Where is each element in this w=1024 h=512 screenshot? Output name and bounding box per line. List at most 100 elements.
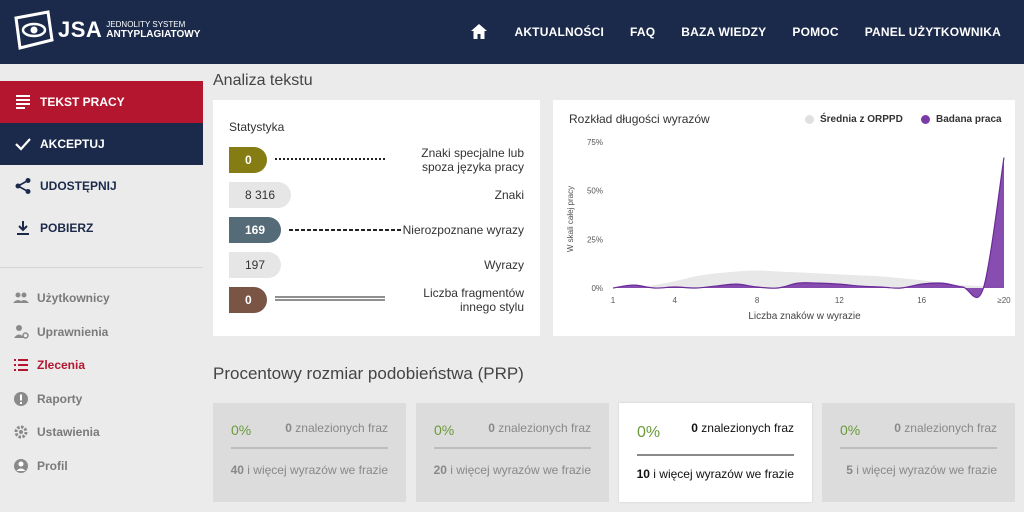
stat-words-value: 197 bbox=[229, 252, 281, 278]
nav-help[interactable]: POMOC bbox=[792, 25, 839, 39]
sidebar-item-settings[interactable]: Ustawienia bbox=[0, 415, 203, 449]
prp-card-40-found-count: 0 bbox=[285, 421, 292, 435]
nav-user-panel[interactable]: PANEL UŻYTKOWNIKA bbox=[864, 25, 1001, 39]
users-icon bbox=[13, 292, 29, 303]
prp-card-5-words: 5 i więcej wyrazów we frazie bbox=[846, 463, 997, 477]
prp-card-40-words-text: i więcej wyrazów we frazie bbox=[247, 463, 388, 477]
legend-work-swatch bbox=[921, 115, 930, 124]
legend-work[interactable]: Badana praca bbox=[921, 114, 1002, 125]
stat-unrecognized-label: Nierozpoznane wyrazy bbox=[402, 223, 524, 237]
prp-card-5-found-text: znalezionych fraz bbox=[904, 421, 997, 435]
sidebar-item-profile[interactable]: Profil bbox=[0, 449, 203, 483]
prp-card-40-divider bbox=[231, 447, 388, 449]
list-icon bbox=[14, 359, 28, 371]
prp-card-20-words-text: i więcej wyrazów we frazie bbox=[450, 463, 591, 477]
stat-chars-label: Znaki bbox=[494, 188, 524, 202]
share-button[interactable]: UDOSTĘPNIJ bbox=[0, 165, 203, 207]
download-label: POBIERZ bbox=[40, 221, 94, 235]
stat-unrecognized-value: 169 bbox=[229, 217, 281, 243]
stat-unrecognized-leader bbox=[289, 229, 403, 231]
download-icon bbox=[17, 221, 29, 235]
sidebar-item-profile-label: Profil bbox=[37, 459, 68, 473]
stat-special-chars-label-line2: spoza języka pracy bbox=[421, 160, 524, 174]
stat-chars-value: 8 316 bbox=[229, 182, 291, 208]
legend-orppd[interactable]: Średnia z ORPPD bbox=[805, 114, 903, 125]
sidebar-item-reports[interactable]: Raporty bbox=[0, 382, 203, 416]
nav-faq[interactable]: FAQ bbox=[629, 25, 656, 39]
y-tick-label: 50% bbox=[587, 187, 603, 196]
prp-card-20[interactable]: 0% 0 znalezionych fraz 20 i więcej wyraz… bbox=[416, 403, 609, 502]
logo-subtitle-1: JEDNOLITY SYSTEM bbox=[106, 20, 186, 29]
word-length-chart-card: Rozkład długości wyrazów Średnia z ORPPD… bbox=[553, 100, 1015, 336]
sidebar-item-settings-label: Ustawienia bbox=[37, 425, 100, 439]
stat-special-chars-label-line1: Znaki specjalne lub bbox=[421, 146, 524, 160]
prp-card-40-found-text: znalezionych fraz bbox=[295, 421, 388, 435]
nav-news[interactable]: AKTUALNOŚCI bbox=[514, 25, 604, 39]
statistics-title: Statystyka bbox=[229, 120, 285, 134]
logo-text: JSA bbox=[58, 17, 103, 42]
sidebar-item-permissions[interactable]: Uprawnienia bbox=[0, 315, 203, 349]
share-icon bbox=[15, 178, 31, 194]
sidebar-item-orders[interactable]: Zlecenia bbox=[0, 348, 203, 382]
prp-card-10-words-text: i więcej wyrazów we frazie bbox=[653, 467, 794, 481]
prp-card-40-words-count: 40 bbox=[230, 463, 244, 477]
prp-card-10-found: 0 znalezionych fraz bbox=[691, 421, 794, 435]
sidebar-item-users[interactable]: Użytkownicy bbox=[0, 281, 203, 315]
jsa-logo[interactable]: JSA JEDNOLITY SYSTEM ANTYPLAGIATOWY bbox=[12, 10, 200, 50]
sidebar-item-permissions-label: Uprawnienia bbox=[37, 325, 109, 339]
stat-words-label: Wyrazy bbox=[484, 258, 524, 272]
prp-card-5-pct: 0% bbox=[840, 422, 861, 438]
prp-card-10-pct: 0% bbox=[637, 424, 661, 441]
logo-eye-icon bbox=[14, 10, 54, 50]
prp-card-20-words: 20 i więcej wyrazów we frazie bbox=[434, 463, 591, 477]
x-tick-label: 16 bbox=[917, 296, 926, 305]
y-tick-label: 75% bbox=[587, 138, 603, 147]
prp-card-10-words-count: 10 bbox=[636, 467, 650, 481]
stat-other-style-label: Liczba fragmentów innego stylu bbox=[423, 286, 524, 314]
nav-knowledge-base[interactable]: BAZA WIEDZY bbox=[681, 25, 767, 39]
y-tick-label: 0% bbox=[591, 284, 603, 293]
prp-card-20-pct: 0% bbox=[434, 422, 455, 438]
stat-special-chars-label: Znaki specjalne lub spoza języka pracy bbox=[421, 146, 524, 174]
prp-card-20-divider bbox=[434, 447, 591, 449]
share-label: UDOSTĘPNIJ bbox=[40, 179, 117, 193]
x-tick-label: 1 bbox=[611, 296, 616, 305]
main-nav: AKTUALNOŚCI FAQ BAZA WIEDZY POMOC PANEL … bbox=[470, 0, 1024, 64]
prp-card-5-divider bbox=[840, 447, 997, 449]
x-tick-label: ≥20 bbox=[997, 296, 1011, 305]
prp-card-40-found: 0 znalezionych fraz bbox=[285, 421, 388, 435]
text-lines-icon bbox=[16, 95, 30, 109]
prp-title: Procentowy rozmiar podobieństwa (PRP) bbox=[213, 364, 524, 383]
legend-orppd-label: Średnia z ORPPD bbox=[820, 114, 903, 125]
prp-card-20-found-count: 0 bbox=[488, 421, 495, 435]
stat-other-style-value: 0 bbox=[229, 287, 267, 313]
accept-button[interactable]: AKCEPTUJ bbox=[0, 123, 203, 165]
gear-icon bbox=[14, 425, 28, 439]
home-icon[interactable] bbox=[470, 23, 488, 41]
stat-special-chars-value: 0 bbox=[229, 147, 267, 173]
prp-card-20-found: 0 znalezionych fraz bbox=[488, 421, 591, 435]
accept-label: AKCEPTUJ bbox=[40, 137, 105, 151]
download-button[interactable]: POBIERZ bbox=[0, 207, 203, 249]
x-axis-label: Liczba znaków w wyrazie bbox=[748, 311, 861, 322]
prp-card-20-words-count: 20 bbox=[433, 463, 447, 477]
analysis-title: Analiza tekstu bbox=[213, 72, 313, 89]
top-navigation-bar: JSA JEDNOLITY SYSTEM ANTYPLAGIATOWY AKTU… bbox=[0, 0, 1024, 64]
prp-card-10-divider bbox=[637, 454, 794, 456]
sidebar-divider bbox=[0, 267, 203, 268]
prp-card-10[interactable]: 0% 0 znalezionych fraz 10 i więcej wyraz… bbox=[619, 403, 812, 502]
prp-card-40-pct: 0% bbox=[231, 422, 252, 438]
prp-card-5[interactable]: 0% 0 znalezionych fraz 5 i więcej wyrazó… bbox=[822, 403, 1015, 502]
stat-special-chars-leader bbox=[275, 158, 387, 160]
y-axis-label: W skali całej pracy bbox=[566, 186, 575, 252]
prp-card-20-found-text: znalezionych fraz bbox=[498, 421, 591, 435]
prp-card-40[interactable]: 0% 0 znalezionych fraz 40 i więcej wyraz… bbox=[213, 403, 406, 502]
sidebar-item-orders-label: Zlecenia bbox=[37, 358, 86, 372]
x-tick-label: 4 bbox=[673, 296, 678, 305]
prp-card-10-found-count: 0 bbox=[691, 421, 698, 435]
alert-icon bbox=[14, 392, 28, 406]
text-of-work-label: TEKST PRACY bbox=[40, 95, 125, 109]
profile-icon bbox=[14, 459, 28, 473]
legend-orppd-swatch bbox=[805, 115, 814, 124]
text-of-work-button[interactable]: TEKST PRACY bbox=[0, 81, 203, 123]
